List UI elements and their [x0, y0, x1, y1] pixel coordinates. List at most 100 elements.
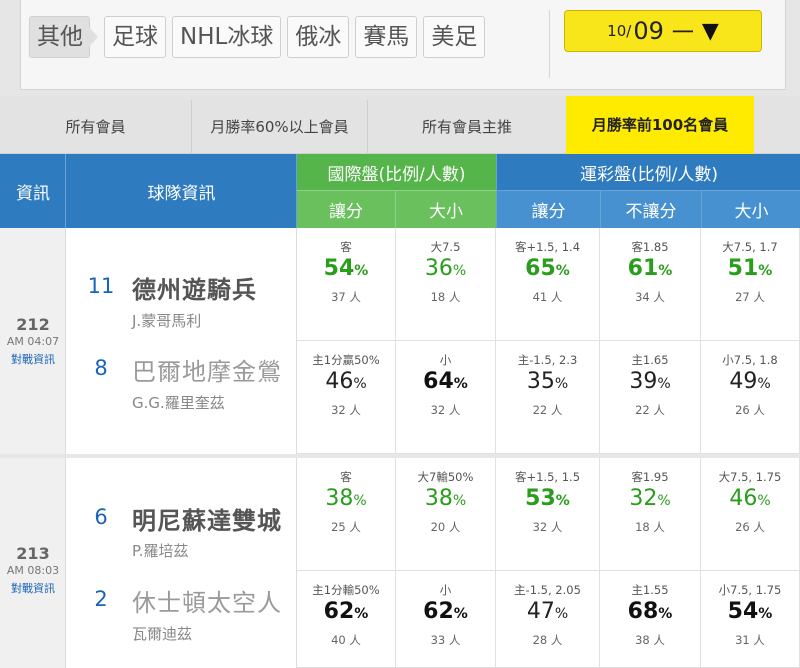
odds-cell-sport-spread[interactable]: 主-1.5, 2.3 35% 22 人 — [496, 341, 600, 454]
odds-cell-sport-total[interactable]: 小7.5, 1.75 54% 31 人 — [701, 571, 800, 668]
percent-sign: % — [353, 493, 367, 509]
head-to-head-link[interactable]: 對戰資訊 — [11, 353, 55, 366]
odds-people-count: 26 人 — [735, 520, 765, 534]
odds-line: 大7.5 — [430, 240, 461, 254]
odds-people-count: 22 人 — [532, 403, 563, 417]
odds-percentage: 62% — [297, 599, 395, 624]
away-team: 11 德州遊騎兵 J.蒙哥馬利 — [66, 228, 297, 341]
tab-all-members-picks[interactable]: 所有會員主推 — [421, 118, 512, 136]
header-intl: 國際盤(比例/人數) 讓分 大小 — [297, 154, 496, 228]
odds-percentage-value: 46 — [325, 369, 354, 394]
odds-people-count: 27 人 — [735, 290, 765, 304]
team-info: 11 德州遊騎兵 J.蒙哥馬利 8 巴爾地摩金鶯 G.G.羅里奎茲 — [66, 228, 297, 454]
odds-line: 小7.5, 1.8 — [722, 353, 778, 367]
odds-percentage-value: 54 — [323, 256, 355, 281]
odds-percentage-value: 36 — [424, 256, 453, 281]
sport-tab-nhl[interactable]: NHL冰球 — [172, 16, 282, 58]
team-name[interactable]: 明尼蘇達雙城 — [132, 507, 282, 535]
date-slash: / — [626, 22, 632, 40]
odds-cell-sport-total[interactable]: 大7.5, 1.75 46% 26 人 — [701, 458, 800, 571]
header-sport-moneyline: 不讓分 — [601, 191, 702, 228]
odds-percentage: 51% — [701, 256, 799, 281]
odds-percentage: 65% — [496, 256, 599, 281]
odds-cell-sport-spread[interactable]: 主-1.5, 2.05 47% 28 人 — [496, 571, 600, 668]
odds-cell-intl-total[interactable]: 大7.5 36% 18 人 — [396, 228, 496, 341]
odds-line: 客+1.5, 1.5 — [514, 470, 581, 484]
header-intl-title: 國際盤(比例/人數) — [297, 154, 496, 191]
sport-tab-horse-racing[interactable]: 賽馬 — [355, 16, 418, 58]
odds-percentage: 61% — [600, 256, 700, 281]
tab-top-100-members[interactable]: 月勝率前100名會員 — [566, 96, 754, 162]
odds-percentage: 38% — [396, 486, 495, 511]
percent-sign: % — [658, 263, 673, 279]
sport-tabs: 其他 足球 NHL冰球 俄冰 賽馬 美足 — [29, 16, 491, 58]
odds-cell-intl-total[interactable]: 小 64% 32 人 — [396, 341, 496, 454]
date-day: 09 — [633, 17, 664, 45]
away-team: 6 明尼蘇達雙城 P.羅培茲 — [66, 458, 297, 571]
odds-cell-sport-spread[interactable]: 客+1.5, 1.4 65% 41 人 — [496, 228, 600, 341]
odds-line: 客 — [340, 240, 352, 254]
sport-tab-other[interactable]: 其他 — [29, 16, 98, 58]
odds-percentage: 38% — [297, 486, 395, 511]
tab-all-members[interactable]: 所有會員 — [0, 100, 192, 154]
odds-people-count: 40 人 — [331, 633, 361, 647]
header-intl-total: 大小 — [396, 191, 496, 228]
odds-percentage-value: 51 — [727, 256, 759, 281]
match-info: 213 AM 08:03 對戰資訊 — [0, 458, 66, 668]
team-name[interactable]: 德州遊騎兵 — [132, 276, 257, 304]
odds-cell-sport-moneyline[interactable]: 主1.65 39% 22 人 — [600, 341, 701, 454]
sport-tab-soccer[interactable]: 足球 — [104, 16, 166, 58]
odds-cell-sport-moneyline[interactable]: 客1.85 61% 34 人 — [600, 228, 701, 341]
tab-win-rate-60[interactable]: 月勝率60%以上會員 — [192, 100, 368, 154]
odds-people-count: 25 人 — [331, 520, 361, 534]
odds-people-count: 41 人 — [532, 290, 563, 304]
odds-line: 小7.5, 1.75 — [718, 583, 782, 597]
header-intl-spread: 讓分 — [297, 191, 396, 228]
percent-sign: % — [658, 606, 673, 622]
odds-people-count: 18 人 — [430, 290, 461, 304]
home-team: 8 巴爾地摩金鶯 G.G.羅里奎茲 — [66, 341, 297, 454]
odds-percentage: 49% — [701, 369, 799, 394]
odds-line: 主-1.5, 2.3 — [517, 353, 578, 367]
odds-cell-sport-spread[interactable]: 客+1.5, 1.5 53% 32 人 — [496, 458, 600, 571]
odds-cell-intl-spread[interactable]: 主1分贏50% 46% 32 人 — [297, 341, 396, 454]
head-to-head-link[interactable]: 對戰資訊 — [11, 582, 55, 595]
odds-cell-sport-total[interactable]: 大7.5, 1.7 51% 27 人 — [701, 228, 800, 341]
team-name[interactable]: 休士頓太空人 — [132, 589, 282, 617]
odds-percentage-value: 62 — [423, 599, 454, 624]
odds-percentage-value: 65 — [525, 256, 556, 281]
odds-cell-intl-spread[interactable]: 客 54% 37 人 — [297, 228, 396, 341]
match-time: AM 08:03 — [6, 564, 60, 577]
odds-percentage: 68% — [600, 599, 700, 624]
odds-line: 大7.5, 1.75 — [718, 470, 782, 484]
odds-line: 主1分輸50% — [312, 583, 380, 597]
odds-line: 大7輸50% — [417, 470, 474, 484]
percent-sign: % — [354, 606, 369, 622]
match-separator — [0, 454, 800, 458]
percent-sign: % — [757, 493, 771, 509]
odds-percentage: 53% — [496, 486, 599, 511]
odds-cell-sport-moneyline[interactable]: 客1.95 32% 18 人 — [600, 458, 701, 571]
odds-line: 客1.85 — [631, 240, 669, 254]
sport-tab-nfl[interactable]: 美足 — [423, 16, 486, 58]
team-info: 6 明尼蘇達雙城 P.羅培茲 2 休士頓太空人 瓦爾迪茲 — [66, 458, 297, 668]
odds-cell-intl-total[interactable]: 小 62% 33 人 — [396, 571, 496, 668]
percent-sign: % — [354, 263, 369, 279]
odds-line: 主1.55 — [631, 583, 669, 597]
odds-cell-sport-total[interactable]: 小7.5, 1.8 49% 26 人 — [701, 341, 800, 454]
odds-percentage: 39% — [600, 369, 700, 394]
odds-cell-intl-spread[interactable]: 主1分輸50% 62% 40 人 — [297, 571, 396, 668]
divider — [549, 10, 550, 78]
odds-people-count: 31 人 — [735, 633, 765, 647]
odds-people-count: 34 人 — [635, 290, 665, 304]
odds-cell-intl-spread[interactable]: 客 38% 25 人 — [297, 458, 396, 571]
date-picker-button[interactable]: 10 / 09 一 ▼ — [564, 10, 762, 52]
sport-tab-khl[interactable]: 俄冰 — [287, 16, 350, 58]
team-pitcher: P.羅培茲 — [132, 542, 189, 560]
team-name[interactable]: 巴爾地摩金鶯 — [132, 358, 282, 386]
odds-cell-intl-total[interactable]: 大7輸50% 38% 20 人 — [396, 458, 496, 571]
odds-percentage-value: 39 — [629, 369, 658, 394]
match-info: 212 AM 04:07 對戰資訊 — [0, 228, 66, 454]
odds-people-count: 28 人 — [532, 633, 563, 647]
odds-cell-sport-moneyline[interactable]: 主1.55 68% 38 人 — [600, 571, 701, 668]
